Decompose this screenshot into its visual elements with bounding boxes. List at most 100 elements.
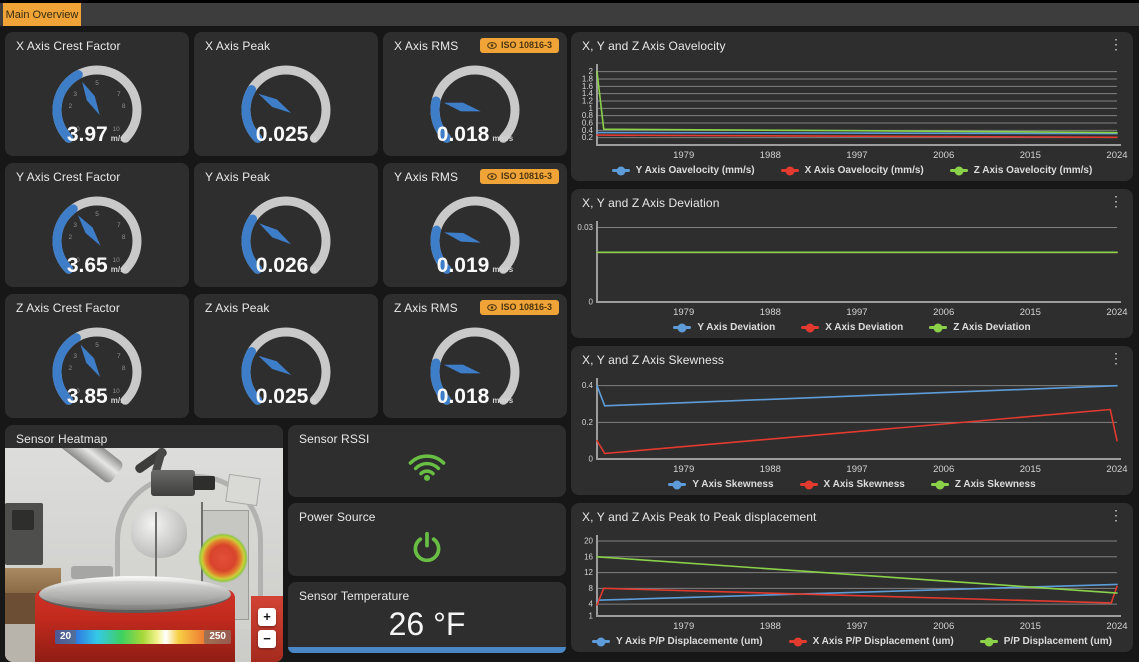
x-tick-label: 2006 <box>933 621 954 631</box>
legend-item[interactable]: X Axis Oavelocity (mm/s) <box>781 165 924 176</box>
legend-item[interactable]: Y Axis Deviation <box>673 322 775 333</box>
panel-title: Y Axis Crest Factor <box>16 170 120 184</box>
panel-title: Sensor Temperature <box>299 589 409 603</box>
chart-legend: Y Axis Deviation X Axis Deviation Z Axis D… <box>571 322 1133 333</box>
x-tick-label: 1997 <box>846 464 867 474</box>
y-tick-label: 0.2 <box>582 418 594 427</box>
gauge-value: 3.65m/s² <box>5 255 189 276</box>
line-chart: 148121620197919881997200620152024 <box>571 531 1133 631</box>
legend-label: P/P Displacement (um) <box>1004 636 1112 647</box>
gauge-tick-label: 8 <box>122 365 126 372</box>
y-tick-label: 0 <box>589 298 594 307</box>
legend-marker-icon <box>980 640 998 643</box>
kebab-menu-icon[interactable]: ⋮ <box>1109 508 1123 522</box>
x-tick-label: 2006 <box>933 307 954 317</box>
temperature-value: 26 °F <box>288 606 566 643</box>
x-tick-label: 1988 <box>760 307 781 317</box>
gauge-value: 3.97m/s² <box>5 124 189 145</box>
red-column <box>251 596 283 662</box>
zoom-in-button[interactable]: + <box>258 608 276 626</box>
legend-item[interactable]: X Axis Skewness <box>800 479 905 490</box>
legend-label: Z Axis Skewness <box>955 479 1036 490</box>
x-tick-label: 1997 <box>846 621 867 631</box>
motor-body <box>151 470 195 496</box>
panel-y-rms: Y Axis RMS ISO 10816-3 0.019mm/s <box>383 163 567 287</box>
panel-power-source: Power Source <box>288 503 566 576</box>
x-tick-label: 1997 <box>846 150 867 160</box>
legend-item[interactable]: Z Axis Deviation <box>929 322 1030 333</box>
legend-label: X Axis Oavelocity (mm/s) <box>805 165 924 176</box>
y-tick-label: 12 <box>584 568 593 577</box>
y-tick-label: 1 <box>589 612 594 621</box>
line-chart: 00.20.4197919881997200620152024 <box>571 374 1133 474</box>
y-tick-label: 20 <box>584 536 593 545</box>
zoom-out-button[interactable]: − <box>258 630 276 648</box>
gauge-tick-label: 5 <box>95 342 99 349</box>
legend-item[interactable]: X Axis Deviation <box>801 322 903 333</box>
gauge-tick-label: 5 <box>95 80 99 87</box>
scale-min-label: 20 <box>55 630 76 644</box>
roaster-kettle <box>131 506 187 558</box>
legend-label: Y Axis Skewness <box>692 479 773 490</box>
iso-standard-badge[interactable]: ISO 10816-3 <box>480 300 559 315</box>
gauge-unit: g <box>311 265 316 274</box>
drum-rim-inner <box>47 581 223 605</box>
roaster-photo: 20 250 + − <box>5 448 283 662</box>
chart-canvas: 148121620197919881997200620152024 <box>571 531 1133 631</box>
y-tick-label: 0 <box>589 455 594 464</box>
x-tick-label: 2006 <box>933 150 954 160</box>
series-line-1 <box>597 135 1117 137</box>
legend-item[interactable]: Y Axis P/P Displacemente (um) <box>592 636 763 647</box>
gauge-value: 3.85m/s² <box>5 386 189 407</box>
gauge-unit: m/s² <box>111 396 127 405</box>
gauge-needle <box>80 345 100 378</box>
kebab-menu-icon[interactable]: ⋮ <box>1109 194 1123 208</box>
series-line-0 <box>597 386 1117 406</box>
panel-title: X Axis Crest Factor <box>16 39 121 53</box>
x-tick-label: 1979 <box>673 307 694 317</box>
panel-title: X, Y and Z Axis Oavelocity <box>582 39 726 53</box>
x-tick-label: 1979 <box>673 621 694 631</box>
x-tick-label: 2006 <box>933 464 954 474</box>
panel-title: Power Source <box>299 510 376 524</box>
kebab-menu-icon[interactable]: ⋮ <box>1109 351 1123 365</box>
panel-deviation-chart: X, Y and Z Axis Deviation ⋮ 0 0.03 1979 198… <box>571 189 1133 338</box>
gauge-tick-label: 7 <box>117 353 121 360</box>
tab-main-overview[interactable]: Main Overview <box>3 3 81 26</box>
chart-legend: Y Axis P/P Displacemente (um) X Axis P/P … <box>571 636 1133 647</box>
legend-marker-icon <box>929 326 947 329</box>
gauge-unit: g <box>311 396 316 405</box>
gauge-tick-label: 8 <box>122 234 126 241</box>
panel-sensor-rssi: Sensor RSSI <box>288 425 566 497</box>
gauge-tick-label: 3 <box>73 222 77 229</box>
y-tick-label: 0.03 <box>577 223 593 232</box>
panel-title: X, Y and Z Axis Deviation <box>582 196 719 210</box>
iso-standard-badge[interactable]: ISO 10816-3 <box>480 169 559 184</box>
panel-title: Sensor RSSI <box>299 432 369 446</box>
panel-title: Z Axis Peak <box>205 301 269 315</box>
gauge-tick-label: 3 <box>73 91 77 98</box>
x-tick-label: 1988 <box>760 464 781 474</box>
kebab-menu-icon[interactable]: ⋮ <box>1109 37 1123 51</box>
legend-item[interactable]: Z Axis Oavelocity (mm/s) <box>950 165 1093 176</box>
panel-title: Y Axis Peak <box>205 170 270 184</box>
gauge-value: 0.018mm/s <box>383 124 567 145</box>
legend-item[interactable]: X Axis P/P Displacement (um) <box>789 636 954 647</box>
gauge-tick-label: 8 <box>122 103 126 110</box>
gauge-tick-label: 7 <box>117 91 121 98</box>
series-line-0 <box>597 584 1117 600</box>
iso-standard-badge[interactable]: ISO 10816-3 <box>480 38 559 53</box>
legend-item[interactable]: Y Axis Skewness <box>668 479 773 490</box>
thermal-hotspot <box>199 534 247 582</box>
heatmap-color-scale: 20 250 <box>55 630 231 644</box>
legend-item[interactable]: Z Axis Skewness <box>931 479 1036 490</box>
eye-icon <box>487 304 497 311</box>
gauge-needle <box>78 215 101 246</box>
panel-title: X, Y and Z Axis Skewness <box>582 353 724 367</box>
panel-title: Y Axis RMS <box>394 170 458 184</box>
x-tick-label: 1979 <box>673 150 694 160</box>
chart-legend: Y Axis Skewness X Axis Skewness Z Axis Ske… <box>571 479 1133 490</box>
panel-title: Sensor Heatmap <box>16 432 107 446</box>
legend-item[interactable]: P/P Displacement (um) <box>980 636 1112 647</box>
legend-item[interactable]: Y Axis Oavelocity (mm/s) <box>612 165 755 176</box>
